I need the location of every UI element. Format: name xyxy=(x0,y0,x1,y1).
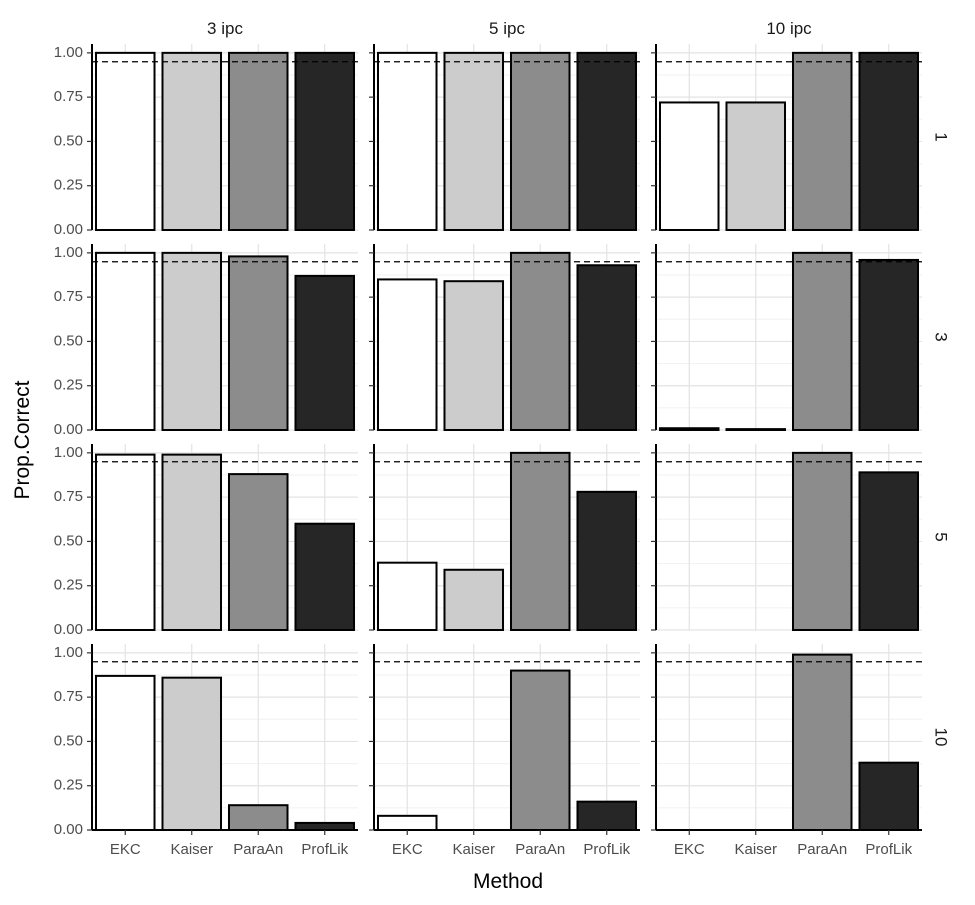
bar-paraan xyxy=(509,669,571,831)
bar-ekc xyxy=(94,453,156,631)
bar-ekc xyxy=(94,674,156,832)
bar-paraan xyxy=(227,473,289,631)
bar-paraan xyxy=(227,255,289,431)
x-tick-label: ProfLik xyxy=(301,841,348,858)
facet-panel: EKC Kaiser ParaAn ProfLik xyxy=(369,644,640,858)
bar-kaiser xyxy=(443,280,505,432)
bar-paraan xyxy=(791,653,853,832)
bar-paraan xyxy=(509,451,571,631)
bar-paraan xyxy=(791,251,853,431)
y-tick-label: 0.50 xyxy=(54,732,83,749)
x-tick-label: Kaiser xyxy=(452,841,495,858)
x-tick-label: EKC xyxy=(674,841,705,858)
facet-panel xyxy=(651,444,922,632)
bar-proflik xyxy=(858,471,920,632)
bar-paraan xyxy=(227,804,289,832)
x-tick-label: ParaAn xyxy=(797,841,847,858)
x-tick-label: ProfLik xyxy=(583,841,630,858)
facet-panel xyxy=(651,44,922,231)
bar-kaiser xyxy=(443,51,505,231)
bar-kaiser xyxy=(161,453,223,631)
bar-kaiser xyxy=(161,251,223,431)
bar-proflik xyxy=(858,258,920,432)
bar-proflik xyxy=(294,522,356,632)
x-tick-label: EKC xyxy=(392,841,423,858)
row-facet-label: 1 xyxy=(932,132,951,141)
facet-panel: EKC Kaiser ParaAn ProfLik xyxy=(651,644,922,858)
y-tick-label: 0.75 xyxy=(54,488,83,505)
bar-ekc xyxy=(376,51,438,231)
y-tick-label: 1.00 xyxy=(54,444,83,461)
bar-proflik xyxy=(294,274,356,431)
facet-panel: 0.00 0.25 0.50 0.75 1.00 xyxy=(54,244,358,438)
bar-ekc xyxy=(658,101,720,231)
column-facet-label: 5 ipc xyxy=(489,19,525,38)
bar-ekc xyxy=(376,278,438,431)
bar-ekc xyxy=(376,561,438,632)
bar-kaiser xyxy=(725,428,787,432)
y-tick-label: 0.00 xyxy=(54,621,83,638)
bar-proflik xyxy=(576,490,638,632)
y-tick-label: 0.75 xyxy=(54,688,83,705)
y-tick-label: 0.25 xyxy=(54,177,83,194)
bar-proflik xyxy=(294,821,356,832)
bar-ekc xyxy=(376,814,438,831)
facet-grid: 3 ipc 5 ipc 10 ipc 1 3 5 10 0.00 0.25 0.50 0.75 1.0… xyxy=(54,19,951,858)
y-tick-label: 0.00 xyxy=(54,421,83,438)
facet-panel xyxy=(369,244,640,432)
bar-kaiser xyxy=(161,676,223,832)
bar-paraan xyxy=(791,451,853,631)
column-facet-label: 3 ipc xyxy=(207,19,243,38)
bar-kaiser xyxy=(725,101,787,231)
x-tick-label: EKC xyxy=(110,841,141,858)
x-tick-label: ParaAn xyxy=(233,841,283,858)
bar-kaiser xyxy=(443,568,505,631)
bar-proflik xyxy=(576,800,638,832)
facet-panel: 0.00 0.25 0.50 0.75 1.00 EKC Kaiser ParaAn ProfL… xyxy=(54,644,358,858)
y-tick-label: 0.50 xyxy=(54,532,83,549)
x-tick-label: ParaAn xyxy=(515,841,565,858)
bar-paraan xyxy=(227,51,289,231)
facet-panel xyxy=(651,244,922,432)
x-tick-label: ProfLik xyxy=(865,841,912,858)
x-tick-label: Kaiser xyxy=(170,841,213,858)
facet-panel xyxy=(369,44,640,231)
y-tick-label: 0.00 xyxy=(54,821,83,838)
bar-kaiser xyxy=(161,51,223,231)
y-tick-label: 0.25 xyxy=(54,377,83,394)
y-tick-label: 0.25 xyxy=(54,777,83,794)
row-facet-label: 3 xyxy=(932,332,951,341)
bar-ekc xyxy=(658,427,720,432)
y-tick-label: 0.75 xyxy=(54,88,83,105)
row-facet-label: 5 xyxy=(932,532,951,541)
bar-proflik xyxy=(294,51,356,231)
y-tick-label: 0.50 xyxy=(54,132,83,149)
bar-paraan xyxy=(509,51,571,231)
bar-proflik xyxy=(858,51,920,231)
bar-proflik xyxy=(576,51,638,231)
facet-panel xyxy=(369,444,640,632)
y-axis-title: Prop.Correct xyxy=(11,380,34,499)
bar-paraan xyxy=(509,251,571,431)
facet-panel: 0.00 0.25 0.50 0.75 1.00 xyxy=(54,44,358,238)
bar-ekc xyxy=(94,51,156,231)
row-facet-label: 10 xyxy=(932,728,951,747)
x-axis-title: Method xyxy=(473,870,543,893)
y-tick-label: 1.00 xyxy=(54,644,83,661)
y-tick-label: 0.50 xyxy=(54,332,83,349)
y-tick-label: 1.00 xyxy=(54,44,83,61)
y-tick-label: 1.00 xyxy=(54,244,83,261)
column-facet-label: 10 ipc xyxy=(766,19,812,38)
y-tick-label: 0.25 xyxy=(54,577,83,594)
bar-paraan xyxy=(791,51,853,231)
bar-proflik xyxy=(858,761,920,832)
x-tick-label: Kaiser xyxy=(734,841,777,858)
bar-ekc xyxy=(94,251,156,431)
bar-proflik xyxy=(576,264,638,431)
y-tick-label: 0.00 xyxy=(54,221,83,238)
facet-panel: 0.00 0.25 0.50 0.75 1.00 xyxy=(54,444,358,638)
y-tick-label: 0.75 xyxy=(54,288,83,305)
